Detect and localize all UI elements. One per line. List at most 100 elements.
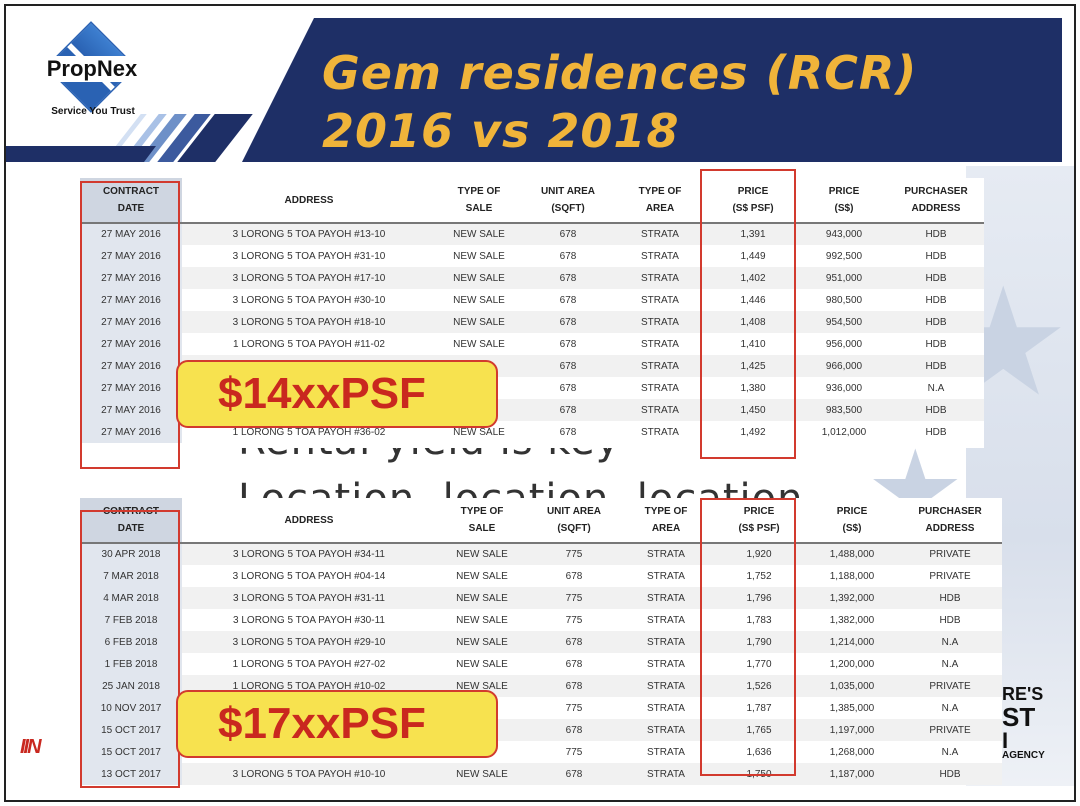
cell-price: 1,012,000 [800,421,888,443]
cell-price-psf: 1,380 [706,377,800,399]
cell-purchaser-address: HDB [888,311,984,333]
cell-price: 1,188,000 [806,565,898,587]
cell-price: 1,214,000 [806,631,898,653]
logo-wordmark: PropNex [30,56,154,82]
table-row: 4 MAR 2018 3 LORONG 5 TOA PAYOH #31-11 NEW… [80,587,1002,609]
header-text: TYPE OF [457,186,501,197]
cell-purchaser-address: N.A [898,631,1002,653]
cell-contract-date: 27 MAY 2016 [80,311,182,333]
logo-tagline: Service You Trust [51,106,135,117]
cell-purchaser-address: N.A [898,741,1002,763]
cell-contract-date: 27 MAY 2016 [80,245,182,267]
table-header-row: CONTRACT DATE ADDRESS TYPE OF SALE UNIT AREA (… [80,498,1002,544]
cell-purchaser-address: N.A [888,377,984,399]
cell-address: 3 LORONG 5 TOA PAYOH #10-10 [182,763,436,785]
cell-price-psf: 1,391 [706,223,800,245]
header-text: (S$) [834,203,854,214]
cell-contract-date: 30 APR 2018 [80,543,182,565]
cell-unit-area: 678 [522,267,614,289]
header-type-of-sale: TYPE OF SALE [436,178,522,224]
cell-price: 1,197,000 [806,719,898,741]
table-row: 27 MAY 2016 3 LORONG 5 TOA PAYOH #18-10 NE… [80,311,984,333]
cell-price-psf: 1,796 [712,587,806,609]
cell-price-psf: 1,446 [706,289,800,311]
header-text: DATE [117,203,145,214]
cell-type-of-area: STRATA [614,333,706,355]
cell-unit-area: 678 [522,355,614,377]
header-text: PRICE [743,506,775,517]
header-type-of-sale: TYPE OF SALE [436,498,528,544]
cell-unit-area: 678 [522,223,614,245]
cell-type-of-area: STRATA [614,377,706,399]
header-address: ADDRESS [182,498,436,544]
cell-unit-area: 678 [528,675,620,697]
cell-type-of-area: STRATA [614,223,706,245]
header-text: TYPE OF [644,506,688,517]
cell-price: 1,382,000 [806,609,898,631]
cell-type-of-area: STRATA [620,719,712,741]
cell-unit-area: 678 [522,421,614,443]
cell-contract-date: 27 MAY 2016 [80,377,182,399]
cell-purchaser-address: HDB [888,223,984,245]
cell-contract-date: 27 MAY 2016 [80,223,182,245]
cell-unit-area: 775 [528,697,620,719]
cell-unit-area: 678 [522,399,614,421]
cell-price-psf: 1,526 [712,675,806,697]
cell-contract-date: 27 MAY 2016 [80,289,182,311]
banner-left-bar [6,146,156,162]
cell-address: 3 LORONG 5 TOA PAYOH #30-10 [182,289,436,311]
cell-price-psf: 1,783 [712,609,806,631]
cell-purchaser-address: HDB [888,421,984,443]
table-row: 27 MAY 2016 3 LORONG 5 TOA PAYOH #13-10 NE… [80,223,984,245]
cell-unit-area: 678 [528,653,620,675]
cell-type-of-area: STRATA [614,267,706,289]
cell-price-psf: 1,492 [706,421,800,443]
header-purchaser-address: PURCHASER ADDRESS [888,178,984,224]
cell-type-of-area: STRATA [620,609,712,631]
cell-purchaser-address: PRIVATE [898,675,1002,697]
cell-price: 1,035,000 [806,675,898,697]
cell-type-of-sale: NEW SALE [436,653,528,675]
cell-unit-area: 775 [528,543,620,565]
table-row: 1 FEB 2018 1 LORONG 5 TOA PAYOH #27-02 NEW… [80,653,1002,675]
cell-price-psf: 1,425 [706,355,800,377]
cell-purchaser-address: PRIVATE [898,565,1002,587]
side-text-line-3: I [1002,728,1009,753]
table-row: 27 MAY 2016 1 LORONG 5 TOA PAYOH #11-02 NE… [80,333,984,355]
cell-contract-date: 1 FEB 2018 [80,653,182,675]
cell-contract-date: 7 FEB 2018 [80,609,182,631]
cell-type-of-area: STRATA [614,399,706,421]
cell-price: 1,392,000 [806,587,898,609]
cell-price: 936,000 [800,377,888,399]
cell-type-of-area: STRATA [614,421,706,443]
cell-type-of-area: STRATA [614,355,706,377]
cell-contract-date: 25 JAN 2018 [80,675,182,697]
propnex-logo: PropNex Service You Trust [26,20,156,124]
table-row: 7 FEB 2018 3 LORONG 5 TOA PAYOH #30-11 NEW… [80,609,1002,631]
cell-type-of-area: STRATA [614,245,706,267]
cell-type-of-sale: NEW SALE [436,587,528,609]
header-unit-area: UNIT AREA (SQFT) [528,498,620,544]
header-text: CONTRACT [102,506,160,517]
table-2016: CONTRACT DATE ADDRESS TYPE OF SALE UNIT AREA (… [80,178,984,448]
table-row: 27 MAY 2016 3 LORONG 5 TOA PAYOH #31-10 NE… [80,245,984,267]
header-text: (S$ PSF) [738,523,780,534]
cell-contract-date: 27 MAY 2016 [80,399,182,421]
cell-contract-date: 15 OCT 2017 [80,719,182,741]
header-text: AREA [651,523,681,534]
cell-purchaser-address: HDB [898,587,1002,609]
header-text: (S$) [842,523,862,534]
cell-unit-area: 678 [528,631,620,653]
cell-type-of-sale: NEW SALE [436,609,528,631]
cell-price: 943,000 [800,223,888,245]
side-text-line-1: RE'S [1002,684,1044,704]
cell-price-psf: 1,410 [706,333,800,355]
cell-address: 1 LORONG 5 TOA PAYOH #11-02 [182,333,436,355]
cell-purchaser-address: HDB [898,609,1002,631]
cell-unit-area: 678 [522,289,614,311]
cell-contract-date: 6 FEB 2018 [80,631,182,653]
header-unit-area: UNIT AREA (SQFT) [522,178,614,224]
header-text: TYPE OF [460,506,504,517]
header-text: PURCHASER [904,186,968,197]
cell-address: 3 LORONG 5 TOA PAYOH #34-11 [182,543,436,565]
